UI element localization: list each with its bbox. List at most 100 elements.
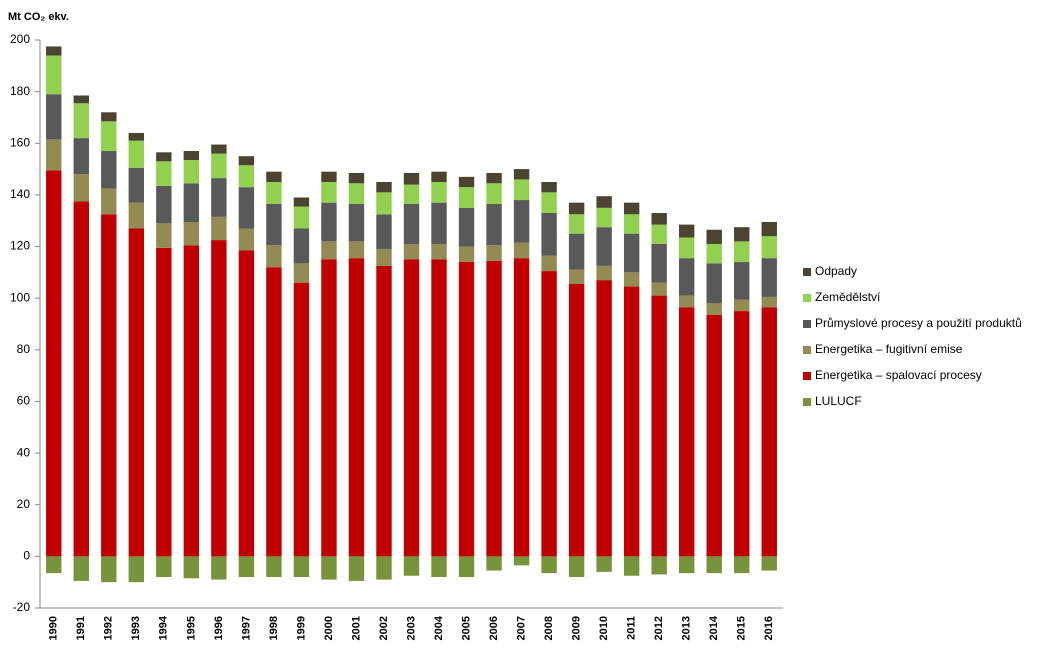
- bar-segment: [73, 556, 89, 581]
- x-tick-label: 2009: [571, 616, 583, 640]
- bar-segment: [651, 243, 667, 283]
- bar-segment: [128, 167, 145, 203]
- bar-segment: [678, 307, 695, 557]
- x-tick-label: 2003: [405, 616, 417, 640]
- bar-segment: [183, 183, 200, 223]
- bar-segment: [348, 556, 365, 581]
- bar-segment: [46, 139, 62, 171]
- bar-segment: [211, 178, 227, 217]
- bar-segment: [321, 241, 337, 260]
- bar-segment: [734, 227, 750, 242]
- bar-segment: [403, 172, 420, 185]
- bar-segment: [596, 196, 612, 208]
- bar-segment: [293, 263, 310, 283]
- bar-segment: [431, 556, 447, 578]
- bar-segment: [761, 258, 777, 297]
- bar-segment: [376, 265, 392, 557]
- bar-segment: [101, 214, 117, 557]
- legend-swatch: [803, 372, 811, 380]
- legend-swatch: [803, 294, 811, 302]
- bar-segment: [321, 182, 337, 203]
- bar-segment: [458, 556, 475, 578]
- bar-segment: [431, 202, 447, 244]
- legend-label: Energetika – spalovací procesy: [815, 368, 982, 382]
- y-tick-label: 40: [17, 445, 31, 459]
- bar-segment: [486, 556, 502, 571]
- bar-segment: [238, 556, 255, 578]
- bar-segment: [431, 243, 447, 260]
- bar-segment: [541, 182, 557, 193]
- bar-segment: [458, 246, 475, 263]
- bar-segment: [486, 183, 502, 204]
- bar-segment: [651, 556, 667, 575]
- bar-segment: [541, 212, 557, 256]
- bar-segment: [46, 94, 62, 140]
- bar-segment: [678, 258, 695, 296]
- bar-segment: [266, 267, 282, 557]
- x-tick-label: 2000: [323, 616, 335, 640]
- y-tick-label: 120: [10, 239, 30, 253]
- x-tick-label: 2002: [378, 616, 390, 640]
- bar-segment: [101, 151, 117, 189]
- bar-segment: [513, 169, 530, 180]
- bar-segment: [321, 556, 337, 580]
- bar-segment: [678, 295, 695, 308]
- bar-segment: [238, 250, 255, 557]
- bar-segment: [293, 282, 310, 557]
- bar-segment: [706, 556, 722, 574]
- bar-segment: [568, 233, 585, 270]
- bar-segment: [761, 296, 777, 308]
- x-tick-label: 2015: [736, 616, 748, 640]
- bar-segment: [156, 247, 172, 557]
- bar-segment: [211, 153, 227, 179]
- bar-segment: [348, 258, 365, 557]
- bar-segment: [183, 245, 200, 557]
- bar-segment: [458, 207, 475, 247]
- bar-segment: [128, 140, 145, 168]
- bar-segment: [568, 202, 585, 215]
- bar-segment: [678, 224, 695, 238]
- x-tick-label: 1991: [75, 616, 87, 640]
- bar-segment: [513, 242, 530, 259]
- bar-segment: [183, 151, 200, 161]
- bar-segment: [568, 269, 585, 284]
- x-tick-label: 2007: [515, 616, 527, 640]
- bar-segment: [403, 556, 420, 576]
- bar-segment: [156, 152, 172, 162]
- bar-segment: [431, 259, 447, 557]
- bar-segment: [596, 280, 612, 557]
- bar-segment: [376, 556, 392, 580]
- bar-segment: [403, 203, 420, 244]
- bar-segment: [211, 240, 227, 557]
- bar-segment: [266, 171, 282, 182]
- x-tick-label: 2010: [598, 616, 610, 640]
- bar-segment: [156, 185, 172, 224]
- y-tick-label: 20: [17, 497, 31, 511]
- bar-segment: [623, 286, 640, 557]
- x-tick-label: 1999: [295, 616, 307, 640]
- bar-segment: [403, 259, 420, 557]
- bar-segment: [348, 203, 365, 242]
- y-tick-label: 200: [10, 32, 30, 46]
- bar-segment: [651, 295, 667, 557]
- bar-segment: [651, 212, 667, 225]
- y-tick-label: 60: [17, 394, 31, 408]
- y-tick-label: 160: [10, 135, 30, 149]
- x-tick-label: 1996: [213, 616, 225, 640]
- x-tick-label: 2008: [543, 616, 555, 640]
- bar-segment: [101, 556, 117, 583]
- bar-segment: [73, 174, 89, 202]
- bar-segment: [73, 103, 89, 139]
- bar-segment: [46, 170, 62, 557]
- bar-segment: [321, 202, 337, 242]
- bar-segment: [568, 556, 585, 578]
- bar-segment: [431, 182, 447, 203]
- x-tick-label: 1995: [185, 616, 197, 640]
- bar-segment: [293, 206, 310, 229]
- bar-segment: [238, 228, 255, 251]
- bar-segment: [541, 255, 557, 272]
- bar-segment: [128, 202, 145, 229]
- bar-segment: [568, 283, 585, 557]
- bar-segment: [183, 222, 200, 246]
- y-tick-label: 100: [10, 290, 30, 304]
